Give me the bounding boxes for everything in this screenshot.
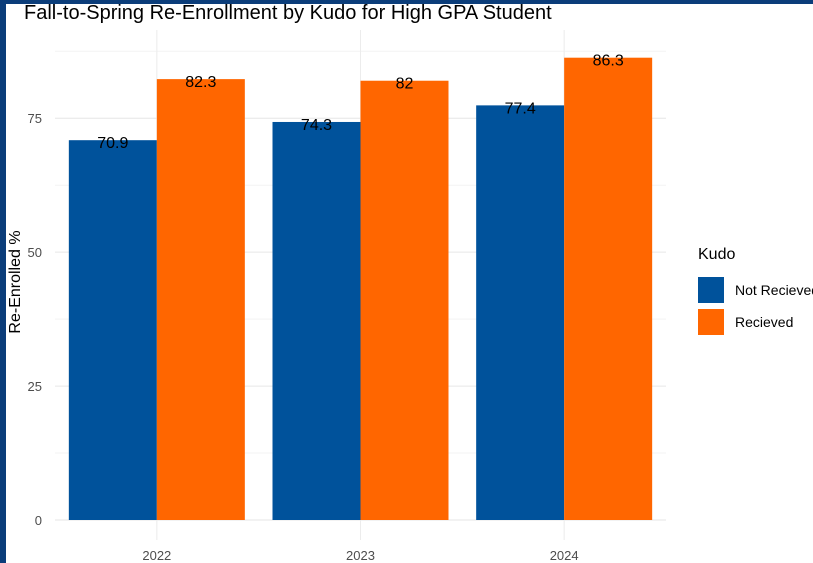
y-tick-label: 75 [28,111,42,126]
frame-top-border [0,0,813,4]
frame-left-border [0,0,6,563]
bar-value-label: 86.3 [593,53,624,70]
bars [68,57,653,521]
bar-value-labels: 70.9 82.3 74.3 82 77.4 86.3 [97,53,624,152]
bar-value-label: 82.3 [185,74,216,91]
bar-value-label: 70.9 [97,135,128,152]
legend-swatch-recieved [698,309,724,335]
bar-2022-not-recieved [68,140,157,520]
y-tick-label: 25 [28,379,42,394]
chart-title: Fall-to-Spring Re-Enrollment by Kudo for… [24,2,552,24]
y-tick-label: 50 [28,245,42,260]
y-axis-ticks: 0 25 50 75 [28,111,42,528]
legend-item-recieved: Recieved [698,306,813,338]
legend: Kudo Not Recieved Recieved [698,246,813,338]
bar-2022-recieved [156,79,245,520]
y-tick-label: 0 [35,513,42,528]
bar-2023-recieved [360,80,449,520]
bar-value-label: 74.3 [301,117,332,134]
legend-label-recieved: Recieved [735,314,794,330]
legend-swatch-not-recieved [698,277,724,303]
legend-title: Kudo [698,246,736,263]
x-tick-label: 2024 [550,548,579,563]
bar-2024-recieved [564,57,653,521]
y-axis-title: Re-Enrolled % [7,230,24,333]
x-tick-label: 2022 [142,548,171,563]
x-tick-label: 2023 [346,548,375,563]
bar-value-label: 82 [396,76,414,93]
bar-2024-not-recieved [476,105,565,521]
legend-item-not-recieved: Not Recieved [698,274,813,306]
bar-value-label: 77.4 [505,100,536,117]
bar-2023-not-recieved [272,121,361,520]
legend-label-not-recieved: Not Recieved [735,282,813,298]
x-axis-ticks: 2022 2023 2024 [142,548,578,563]
